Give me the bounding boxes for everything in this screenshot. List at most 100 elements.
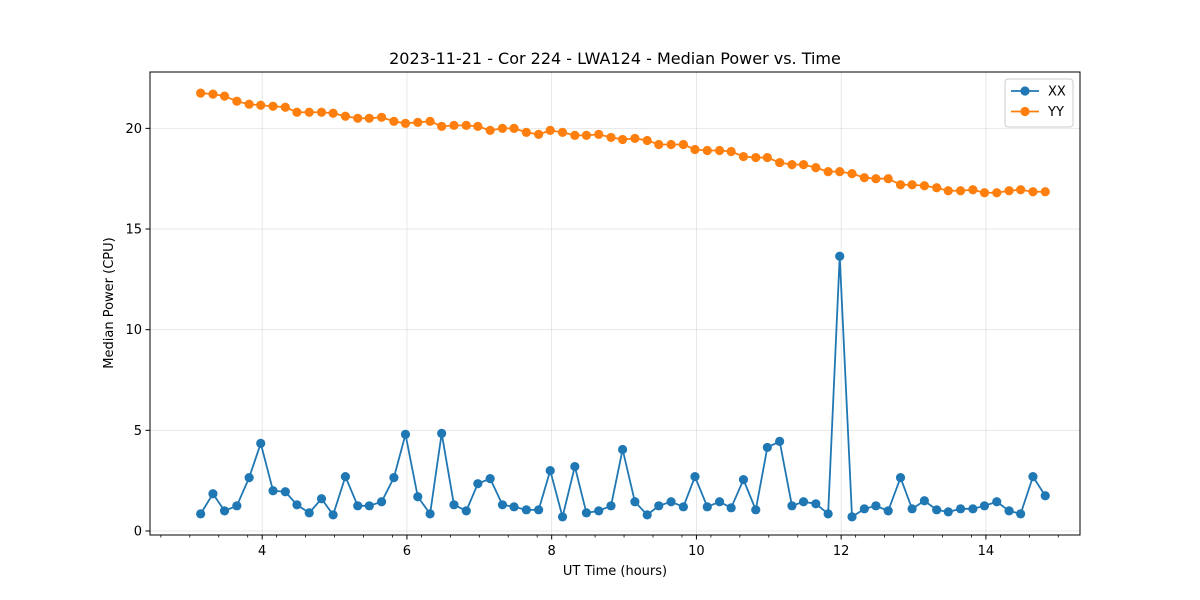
data-point-yy bbox=[268, 101, 278, 111]
plot-frame bbox=[149, 71, 1081, 536]
data-point-yy bbox=[775, 157, 785, 168]
data-point-yy bbox=[232, 96, 242, 106]
y-tick-label: 15 bbox=[125, 223, 142, 238]
data-point-xx bbox=[907, 504, 917, 514]
data-point-xx bbox=[497, 500, 508, 510]
data-point-xx bbox=[847, 512, 857, 522]
data-point-yy bbox=[449, 120, 459, 130]
grid bbox=[150, 72, 1080, 535]
legend-label-yy: YY bbox=[1047, 105, 1064, 120]
data-point-yy bbox=[581, 130, 592, 141]
data-point-xx bbox=[268, 486, 278, 496]
data-point-yy bbox=[895, 180, 906, 190]
data-point-yy bbox=[1028, 187, 1038, 197]
data-point-xx bbox=[425, 509, 435, 519]
data-point-xx bbox=[883, 506, 893, 516]
data-point-yy bbox=[666, 139, 676, 150]
y-tick-label: 5 bbox=[134, 424, 142, 439]
data-point-yy bbox=[328, 108, 338, 118]
data-point-xx bbox=[473, 479, 483, 489]
data-point-yy bbox=[304, 107, 314, 117]
data-point-yy bbox=[557, 127, 568, 137]
x-tick-label: 14 bbox=[978, 544, 995, 559]
data-point-yy bbox=[292, 107, 302, 117]
data-point-xx bbox=[304, 508, 314, 518]
data-point-xx bbox=[775, 436, 785, 446]
data-point-xx bbox=[461, 506, 471, 516]
x-tick-label: 8 bbox=[548, 544, 556, 559]
data-point-xx bbox=[871, 501, 881, 511]
data-point-xx bbox=[690, 472, 700, 482]
data-point-yy bbox=[642, 135, 652, 146]
data-point-xx bbox=[955, 504, 966, 514]
data-point-yy bbox=[340, 111, 351, 121]
data-point-xx bbox=[1004, 506, 1014, 516]
data-point-xx bbox=[509, 502, 519, 512]
data-point-yy bbox=[594, 129, 604, 140]
data-point-xx bbox=[534, 505, 544, 515]
data-point-yy bbox=[364, 113, 374, 123]
data-point-yy bbox=[968, 185, 978, 195]
data-point-yy bbox=[943, 186, 953, 196]
data-point-yy bbox=[714, 145, 725, 156]
data-point-xx bbox=[943, 507, 953, 517]
data-point-yy bbox=[979, 188, 990, 198]
data-point-xx bbox=[400, 429, 411, 439]
x-tick-label: 12 bbox=[833, 544, 850, 559]
data-point-yy bbox=[678, 139, 688, 150]
data-point-xx bbox=[606, 501, 616, 511]
data-point-yy bbox=[606, 132, 616, 143]
data-point-xx bbox=[292, 500, 302, 510]
data-point-xx bbox=[196, 509, 206, 519]
data-point-yy bbox=[630, 133, 640, 144]
y-tick-label: 10 bbox=[125, 323, 142, 338]
data-point-yy bbox=[400, 118, 411, 128]
data-point-xx bbox=[581, 508, 592, 518]
y-tick-label: 20 bbox=[125, 122, 142, 137]
data-point-xx bbox=[340, 472, 351, 482]
data-point-xx bbox=[630, 497, 640, 507]
data-point-yy bbox=[823, 167, 833, 177]
data-point-yy bbox=[751, 152, 761, 163]
data-point-xx bbox=[364, 501, 374, 511]
data-point-xx bbox=[316, 494, 327, 504]
data-point-yy bbox=[196, 88, 206, 98]
data-point-yy bbox=[485, 125, 495, 135]
x-tick-label: 10 bbox=[688, 544, 705, 559]
data-point-yy bbox=[859, 173, 869, 183]
data-point-yy bbox=[521, 127, 531, 137]
data-point-xx bbox=[449, 500, 459, 510]
data-point-yy bbox=[992, 188, 1002, 198]
data-point-yy bbox=[280, 102, 290, 112]
data-point-xx bbox=[376, 497, 387, 507]
data-point-yy bbox=[617, 134, 628, 145]
x-axis-label: UT Time (hours) bbox=[563, 564, 667, 579]
chart-title: 2023-11-21 - Cor 224 - LWA124 - Median P… bbox=[389, 49, 841, 68]
data-point-yy bbox=[955, 186, 966, 196]
data-point-yy bbox=[1004, 186, 1014, 196]
data-point-xx bbox=[787, 501, 797, 511]
data-point-xx bbox=[738, 475, 749, 485]
legend-label-xx: XX bbox=[1048, 85, 1066, 100]
data-point-yy bbox=[461, 120, 471, 130]
data-point-yy bbox=[497, 123, 508, 133]
plot-series bbox=[196, 88, 1050, 522]
data-point-yy bbox=[570, 130, 580, 141]
data-point-xx bbox=[823, 509, 833, 519]
data-point-xx bbox=[992, 497, 1002, 507]
data-point-xx bbox=[244, 473, 254, 483]
data-point-xx bbox=[702, 502, 712, 512]
y-axis-label: Median Power (CPU) bbox=[102, 237, 117, 368]
data-point-xx bbox=[968, 504, 978, 514]
data-point-xx bbox=[979, 501, 990, 511]
data-point-yy bbox=[762, 152, 772, 163]
data-point-xx bbox=[666, 497, 676, 507]
data-point-yy bbox=[907, 180, 917, 190]
data-point-yy bbox=[413, 117, 423, 127]
data-point-xx bbox=[919, 496, 929, 506]
data-point-yy bbox=[1016, 185, 1026, 195]
data-point-xx bbox=[642, 510, 652, 520]
data-point-xx bbox=[811, 499, 821, 509]
axis-ticks: 4 6 8 10 12 14 0 5 10 15 20 bbox=[125, 122, 1059, 559]
